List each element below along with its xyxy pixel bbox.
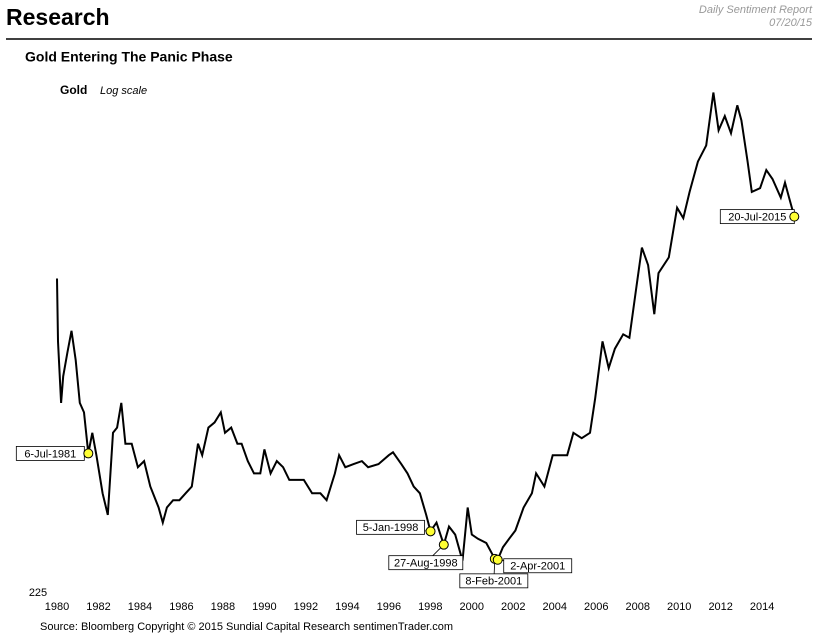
callout-box bbox=[503, 558, 573, 574]
price-line bbox=[56, 92, 796, 562]
callout-label: 27-Aug-1998 bbox=[394, 558, 458, 570]
marker bbox=[492, 554, 503, 565]
x-tick-label: 1992 bbox=[294, 601, 318, 613]
x-tick-label: 1980 bbox=[45, 601, 69, 613]
x-tick-label: 2002 bbox=[501, 601, 525, 613]
marker bbox=[438, 539, 449, 550]
series-label: Gold bbox=[60, 83, 87, 97]
callout-label: 8-Feb-2001 bbox=[465, 576, 522, 588]
x-tick-label: 2008 bbox=[625, 601, 649, 613]
y-tick-label: 225 bbox=[29, 587, 47, 599]
x-tick-label: 2012 bbox=[708, 601, 732, 613]
callout-label: 6-Jul-1981 bbox=[24, 448, 76, 460]
x-tick-label: 2004 bbox=[543, 601, 567, 613]
x-tick-label: 1982 bbox=[86, 601, 110, 613]
x-tick-label: 1984 bbox=[128, 601, 152, 613]
callout-box bbox=[459, 573, 529, 589]
report-name: Daily Sentiment Report bbox=[699, 4, 813, 16]
scale-note: Log scale bbox=[100, 85, 147, 97]
x-tick-label: 1986 bbox=[169, 601, 193, 613]
callout-label: 5-Jan-1998 bbox=[363, 522, 419, 534]
callout-box bbox=[356, 519, 425, 535]
callout-label: 2-Apr-2001 bbox=[510, 561, 565, 573]
marker bbox=[425, 526, 436, 537]
x-tick-label: 1994 bbox=[335, 601, 359, 613]
x-tick-label: 1998 bbox=[418, 601, 442, 613]
x-tick-label: 2006 bbox=[584, 601, 608, 613]
report-date: 07/20/15 bbox=[769, 17, 813, 29]
x-tick-label: 2000 bbox=[460, 601, 484, 613]
marker bbox=[83, 448, 94, 459]
page-title: Research bbox=[6, 4, 110, 30]
x-tick-label: 1988 bbox=[211, 601, 235, 613]
x-tick-label: 1990 bbox=[252, 601, 276, 613]
callout-label: 20-Jul-2015 bbox=[728, 212, 786, 224]
callout-box bbox=[388, 555, 464, 571]
x-tick-label: 2010 bbox=[667, 601, 691, 613]
source: Source: Bloomberg Copyright © 2015 Sundi… bbox=[40, 621, 453, 633]
chart-title: Gold Entering The Panic Phase bbox=[25, 49, 233, 65]
marker bbox=[789, 211, 800, 222]
x-tick-label: 2014 bbox=[750, 601, 774, 613]
x-tick-label: 1996 bbox=[377, 601, 401, 613]
